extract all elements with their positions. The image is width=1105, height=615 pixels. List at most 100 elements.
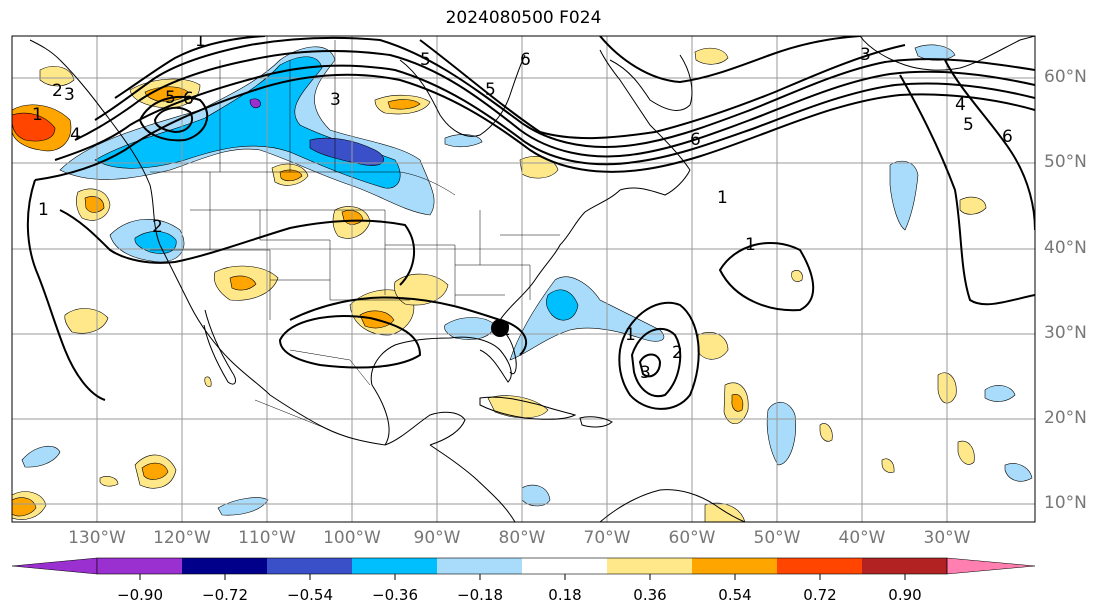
contour-label: 2 [152, 217, 163, 237]
pos-patch-atl-20-core [731, 394, 744, 412]
pos-patch-baja [204, 376, 212, 387]
neg-patch-great-lakes [309, 137, 384, 166]
gulf-coast [370, 336, 512, 446]
contour-atl-ridge-2 [899, 74, 1035, 306]
pos-patch-far-sw-core [12, 497, 37, 517]
colorbar-tick-label: 0.18 [548, 586, 582, 604]
colorbar-under-triangle [11, 557, 98, 575]
contour-c5 [114, 36, 266, 99]
pos-patch-pacnw-core [84, 196, 105, 213]
lon-label-120w: 120°W [153, 528, 211, 548]
colorbar-segment [777, 558, 862, 574]
neg-patch-atl-east [889, 160, 919, 231]
contour-label: 5 [165, 88, 176, 108]
lon-label-80w: 80°W [498, 528, 546, 548]
lon-label-60w: 60°W [668, 528, 716, 548]
hispaniola [579, 416, 613, 428]
contour-label: 6 [183, 89, 194, 109]
colorbar-segment [607, 558, 692, 574]
pos-patch-nw-ne [99, 476, 119, 487]
lat-label-10n: 10°N [1044, 493, 1087, 513]
neg-patch-purple [249, 98, 261, 109]
colorbar-segment [437, 558, 522, 574]
colorbar-tick-label: −0.90 [117, 586, 163, 604]
pos-patch-greenland-sw [694, 47, 729, 65]
pos-patch-labrador [519, 156, 559, 179]
contour-label: 3 [330, 90, 341, 110]
contour-c5b [419, 39, 906, 140]
neg-patch-low [217, 497, 269, 516]
pos-patch-atl-30 [697, 331, 729, 360]
contour-c3 [74, 49, 1035, 158]
pos-patch-midatl-38n [959, 196, 987, 215]
south-america [599, 489, 746, 522]
pos-patch-nm-core [229, 275, 257, 291]
lon-label-30w: 30°W [923, 528, 971, 548]
colorbar-segment [352, 558, 437, 574]
contour-atl-low-mid [630, 327, 682, 398]
central-america [429, 444, 516, 522]
lat-label-50n: 50°N [1044, 152, 1087, 172]
map-area: 1 2 3 4 5 6 1 2 3 5 6 5 6 1 2 3 4 5 6 1 … [12, 36, 1035, 522]
colorbar-tick-label: 0.36 [633, 586, 667, 604]
contour-label: 1 [625, 325, 636, 345]
colorbar-segment [267, 558, 352, 574]
colorbar-segment [97, 558, 182, 574]
neg-patch-hudson [444, 134, 483, 148]
contour-low-east [289, 296, 528, 356]
lon-label-70w: 70°W [583, 528, 631, 548]
lon-label-110w: 110°W [238, 528, 296, 548]
alaska-panhandle [29, 39, 61, 61]
lon-label-130w: 130°W [68, 528, 126, 548]
hudson-bay [399, 54, 526, 137]
pos-patch-atl-east-14 [881, 458, 895, 473]
contour-labels: 1 2 3 4 5 6 1 2 3 5 6 5 6 1 2 3 4 5 6 1 … [32, 36, 1013, 383]
colorbar-over-triangle [946, 557, 1036, 575]
colorbar-segment [862, 558, 947, 574]
contour-label: 2 [52, 81, 63, 101]
contour-label: 4 [955, 95, 966, 115]
colorbar-segment [522, 558, 607, 574]
contour-c1 [34, 73, 1035, 181]
neg-patch-atl-20n [766, 402, 796, 466]
contour-atl-low-outer [618, 301, 700, 410]
contour-label: 5 [963, 115, 974, 135]
contour-label: 2 [672, 343, 683, 363]
lon-label-90w: 90°W [413, 528, 461, 548]
colorbar-tick-label: 0.90 [888, 586, 922, 604]
contour-label: 1 [32, 105, 43, 125]
colorbar-tick-label: −0.18 [457, 586, 503, 604]
height-contours [26, 36, 1035, 410]
map-frame [11, 35, 1036, 523]
lat-label-20n: 20°N [1044, 408, 1087, 428]
neg-patch-far-east-2 [1004, 463, 1033, 482]
east-coast [499, 189, 621, 321]
contour-label: 1 [717, 188, 728, 208]
contour-label: 1 [745, 235, 756, 255]
pos-patch-mid-atl-42 [791, 270, 803, 282]
yucatan [384, 411, 466, 446]
colorbar-segment [182, 558, 267, 574]
lon-label-40w: 40°W [838, 528, 886, 548]
contour-c6 [599, 36, 861, 84]
contour-atl-low-inner [638, 353, 662, 378]
neg-patch-se-core [546, 289, 579, 321]
colorbar-tick-label: −0.36 [372, 586, 418, 604]
neg-patch-sw [21, 445, 61, 468]
contour-subtrop [278, 315, 422, 369]
colorbar-tick-label: 0.72 [803, 586, 837, 604]
pos-patch-atl-east-15 [957, 440, 975, 465]
pos-patch-nw-top [39, 66, 75, 87]
colorbar-tick-label: −0.72 [202, 586, 248, 604]
colorbar-segment [692, 558, 777, 574]
contour-low-bc [138, 95, 209, 142]
contour-label: 3 [64, 85, 75, 105]
map-title: 2024080500 F024 [445, 8, 602, 28]
storm-center-marker [491, 319, 509, 337]
baja [203, 309, 236, 385]
contour-c2 [54, 64, 1035, 166]
contour-label: 6 [520, 50, 531, 70]
pos-patch-cuba [487, 395, 549, 419]
contour-label: 3 [640, 363, 651, 383]
